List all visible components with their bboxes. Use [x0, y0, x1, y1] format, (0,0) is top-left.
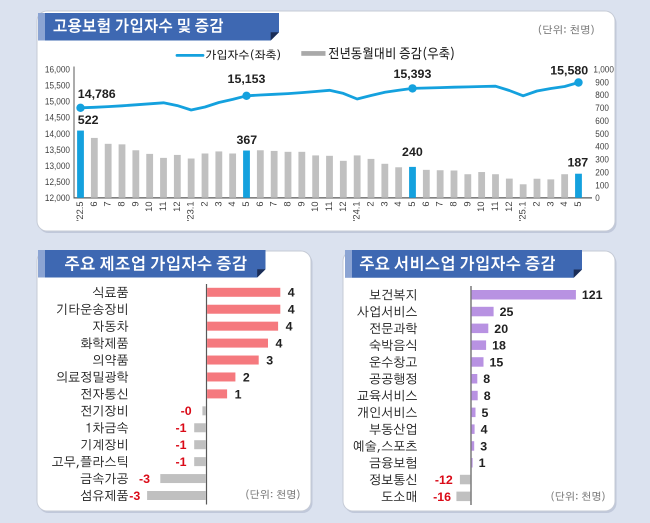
svg-text:13,000: 13,000 — [45, 161, 70, 172]
svg-text:9: 9 — [462, 202, 472, 207]
svg-text:6: 6 — [255, 202, 265, 207]
svg-text:0: 0 — [595, 193, 600, 204]
svg-text:8: 8 — [282, 202, 292, 207]
svg-text:15,393: 15,393 — [393, 67, 431, 81]
svg-text:2: 2 — [199, 202, 209, 207]
svg-text:12: 12 — [338, 202, 348, 212]
svg-text:12: 12 — [172, 202, 182, 212]
svg-text:1,000: 1,000 — [593, 64, 614, 75]
svg-text:240: 240 — [402, 145, 423, 159]
svg-text:3: 3 — [213, 202, 223, 207]
svg-text:15,580: 15,580 — [550, 64, 588, 78]
svg-text:6: 6 — [89, 202, 99, 207]
svg-text:13,500: 13,500 — [45, 145, 70, 156]
svg-text:11: 11 — [324, 202, 334, 212]
svg-text:'25.1: '25.1 — [518, 202, 528, 222]
svg-text:15,500: 15,500 — [45, 81, 70, 92]
svg-text:10: 10 — [310, 202, 320, 212]
svg-text:15: 15 — [490, 355, 504, 369]
svg-text:3: 3 — [379, 202, 389, 207]
svg-text:14,000: 14,000 — [45, 129, 70, 140]
svg-text:100: 100 — [595, 180, 609, 191]
svg-text:12,000: 12,000 — [45, 193, 70, 204]
svg-text:500: 500 — [595, 129, 609, 140]
svg-text:522: 522 — [78, 113, 99, 127]
svg-text:'23.1: '23.1 — [186, 202, 196, 222]
svg-text:12: 12 — [504, 202, 514, 212]
svg-text:-1: -1 — [175, 438, 186, 452]
svg-text:1: 1 — [479, 456, 486, 470]
svg-text:4: 4 — [288, 286, 295, 300]
svg-text:3: 3 — [545, 202, 555, 207]
svg-text:300: 300 — [595, 155, 609, 166]
svg-text:4: 4 — [393, 202, 403, 207]
svg-text:367: 367 — [236, 133, 257, 147]
svg-text:14,786: 14,786 — [78, 87, 116, 101]
svg-text:4: 4 — [288, 303, 295, 317]
svg-text:15,153: 15,153 — [228, 72, 266, 86]
svg-text:-3: -3 — [129, 489, 140, 503]
svg-text:16,000: 16,000 — [45, 64, 70, 75]
svg-text:10: 10 — [144, 202, 154, 212]
svg-text:18: 18 — [492, 339, 506, 353]
svg-text:1: 1 — [235, 387, 242, 401]
svg-text:-1: -1 — [175, 455, 186, 469]
svg-text:7: 7 — [103, 202, 113, 207]
svg-text:8: 8 — [448, 202, 458, 207]
svg-text:3: 3 — [266, 353, 273, 367]
svg-text:121: 121 — [582, 288, 603, 302]
svg-text:12,500: 12,500 — [45, 177, 70, 188]
svg-text:187: 187 — [567, 155, 588, 169]
svg-text:11: 11 — [490, 202, 500, 212]
svg-text:14,500: 14,500 — [45, 113, 70, 124]
svg-text:7: 7 — [269, 202, 279, 207]
svg-text:-0: -0 — [181, 404, 192, 418]
svg-text:9: 9 — [130, 202, 140, 207]
svg-text:4: 4 — [559, 202, 569, 207]
svg-text:3: 3 — [480, 439, 487, 453]
svg-text:7: 7 — [435, 202, 445, 207]
svg-text:15,000: 15,000 — [45, 97, 70, 108]
svg-text:5: 5 — [241, 202, 251, 207]
svg-text:4: 4 — [481, 423, 488, 437]
svg-text:10: 10 — [476, 202, 486, 212]
svg-text:2: 2 — [531, 202, 541, 207]
svg-text:2: 2 — [243, 370, 250, 384]
svg-text:200: 200 — [595, 167, 609, 178]
svg-text:'24.1: '24.1 — [352, 202, 362, 222]
svg-text:5: 5 — [407, 202, 417, 207]
svg-text:20: 20 — [494, 322, 508, 336]
svg-text:11: 11 — [158, 202, 168, 212]
svg-text:8: 8 — [483, 372, 490, 386]
svg-text:9: 9 — [296, 202, 306, 207]
svg-text:900: 900 — [595, 77, 609, 88]
svg-text:4: 4 — [227, 202, 237, 207]
svg-text:'22.5: '22.5 — [75, 202, 85, 222]
svg-text:5: 5 — [573, 202, 583, 207]
svg-text:-16: -16 — [433, 490, 451, 504]
svg-text:4: 4 — [286, 320, 293, 334]
svg-text:700: 700 — [595, 103, 609, 114]
svg-text:-12: -12 — [435, 473, 453, 487]
svg-text:4: 4 — [276, 337, 283, 351]
svg-text:-3: -3 — [139, 472, 150, 486]
svg-text:5: 5 — [482, 406, 489, 420]
svg-text:400: 400 — [595, 142, 609, 153]
svg-text:-1: -1 — [175, 421, 186, 435]
svg-text:8: 8 — [116, 202, 126, 207]
svg-text:800: 800 — [595, 90, 609, 101]
svg-text:8: 8 — [484, 389, 491, 403]
svg-text:2: 2 — [365, 202, 375, 207]
svg-text:600: 600 — [595, 116, 609, 127]
svg-text:6: 6 — [421, 202, 431, 207]
svg-text:25: 25 — [500, 305, 514, 319]
